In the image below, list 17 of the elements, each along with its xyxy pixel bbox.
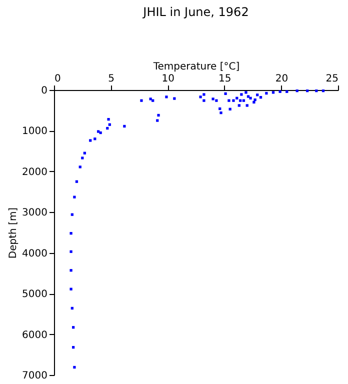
y-tick-label: 1000 xyxy=(22,126,48,138)
y-tick-label: 6000 xyxy=(22,330,48,341)
y-tick-label: 2000 xyxy=(22,166,48,178)
x-tick-label: 25 xyxy=(326,74,338,84)
y-tick-label: 3000 xyxy=(22,208,48,219)
x-tick-label: 20 xyxy=(275,74,288,84)
chart-title: JHIL in June, 1962 xyxy=(142,5,249,19)
y-tick-label: 0 xyxy=(41,86,48,96)
x-tick-label: 15 xyxy=(218,74,232,84)
y-tick-label: 4000 xyxy=(22,248,48,260)
y-tick-label: 7000 xyxy=(22,370,48,382)
y-tick-label: 5000 xyxy=(22,289,48,300)
x-tick-label: 10 xyxy=(162,74,174,84)
x-tick-label: 0 xyxy=(54,74,61,84)
x-tick-label: 5 xyxy=(108,74,114,84)
x-axis-title: Temperature [°C] xyxy=(152,62,240,72)
y-axis-title: Depth [m] xyxy=(8,207,20,259)
